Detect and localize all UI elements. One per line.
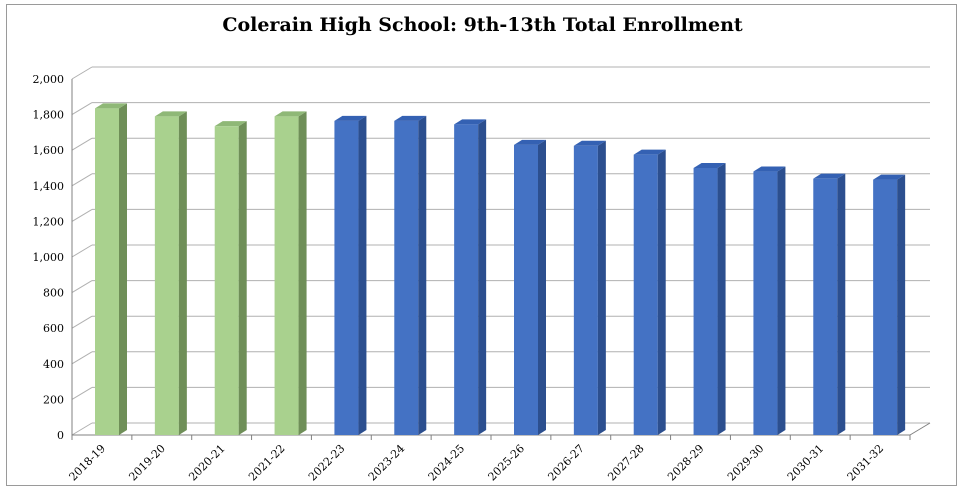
bar-side	[897, 174, 906, 435]
gridline-connector-6	[71, 208, 93, 222]
gridline-connector-5	[71, 244, 93, 258]
bar-front	[454, 124, 479, 435]
bar-top	[394, 115, 427, 121]
y-tick-label-5: 1,000	[33, 251, 65, 264]
bar-side	[597, 140, 606, 435]
bar-top	[154, 111, 187, 117]
x-tick-label-2020-21: 2020-21	[186, 442, 228, 484]
gridline-connector-7	[71, 173, 93, 187]
y-tick-label-0: 0	[57, 429, 64, 442]
bar-front	[95, 108, 119, 436]
gridline-connector-2	[71, 351, 93, 365]
bar-front	[573, 145, 598, 435]
bar-front	[394, 120, 419, 435]
bar-side	[777, 166, 786, 435]
bar-top	[334, 115, 367, 121]
x-tick-label-2030-31: 2030-31	[785, 442, 827, 484]
axes	[71, 79, 931, 440]
bar-top	[214, 121, 247, 127]
bar-front	[154, 116, 179, 435]
bar-2025-26	[514, 139, 546, 436]
bar-top	[873, 174, 906, 180]
x-tick-label-2019-20: 2019-20	[126, 442, 168, 484]
bar-top	[633, 149, 666, 155]
bar-front	[693, 168, 718, 435]
y-tick-label-1: 200	[43, 393, 64, 406]
bar-2031-32	[873, 174, 906, 435]
bar-top	[753, 166, 786, 172]
bar-2020-21	[214, 121, 247, 436]
bar-2026-27	[573, 140, 606, 435]
bar-2021-22	[274, 111, 307, 435]
bar-top	[573, 140, 606, 146]
bar-2023-24	[394, 115, 427, 435]
gridlines	[71, 66, 930, 436]
gridline-connector-8	[71, 137, 93, 151]
bar-top	[274, 111, 307, 117]
bar-side	[657, 149, 666, 435]
bars	[95, 103, 906, 436]
bar-top	[813, 173, 846, 179]
bar-2019-20	[154, 111, 187, 435]
gridline-connector-4	[71, 280, 93, 294]
x-tick-label-2027-28: 2027-28	[605, 442, 647, 484]
y-tick-label-8: 1,600	[33, 144, 65, 157]
bar-front	[753, 171, 778, 435]
bar-2024-25	[454, 119, 487, 435]
x-tick-label-2024-25: 2024-25	[426, 442, 468, 484]
chart-title: Colerain High School: 9th-13th Total Enr…	[222, 14, 743, 36]
bar-front	[514, 144, 538, 436]
y-tick-label-9: 1,800	[33, 109, 65, 122]
y-tick-label-2: 400	[43, 358, 64, 371]
bar-side	[238, 121, 247, 436]
bar-front	[813, 178, 838, 435]
y-tick-label-6: 1,200	[33, 215, 65, 228]
bar-side	[298, 111, 307, 435]
x-tick-label-2018-19: 2018-19	[67, 442, 109, 484]
gridline-connector-9	[71, 102, 93, 116]
y-tick-label-10: 2,000	[33, 73, 65, 86]
bar-2022-23	[334, 115, 367, 435]
bar-front	[274, 116, 299, 435]
bar-side	[178, 111, 187, 435]
bar-side	[358, 115, 367, 435]
gridline-connector-1	[71, 386, 93, 400]
bar-top	[95, 103, 127, 109]
y-tick-label-7: 1,400	[33, 180, 65, 193]
bar-top	[514, 139, 546, 145]
bar-side	[837, 173, 846, 435]
gridline-connector-0	[71, 422, 93, 436]
x-tick-label-2023-24: 2023-24	[366, 442, 408, 484]
y-tick-label-4: 800	[43, 287, 64, 300]
x-tick-label-2029-30: 2029-30	[725, 442, 767, 484]
bar-front	[334, 120, 359, 435]
x-tick-label-2026-27: 2026-27	[545, 442, 587, 484]
bar-2030-31	[813, 173, 846, 435]
bar-side	[418, 115, 427, 435]
gridline-connector-3	[71, 315, 93, 329]
bar-top	[693, 163, 726, 168]
x-axis-depth-line	[909, 422, 931, 436]
x-tick-label-2031-32: 2031-32	[845, 442, 887, 484]
bar-side	[717, 163, 726, 435]
bar-side	[538, 139, 546, 436]
bar-front	[214, 126, 239, 436]
bar-2028-29	[693, 163, 726, 435]
x-tick-label-2021-22: 2021-22	[246, 442, 288, 484]
bar-front	[633, 154, 658, 435]
bar-side	[478, 119, 487, 435]
y-tick-label-3: 600	[43, 322, 64, 335]
x-tick-label-2028-29: 2028-29	[665, 442, 707, 484]
gridline-connector-10	[71, 66, 93, 80]
bar-2027-28	[633, 149, 666, 435]
x-tick-label-2022-23: 2022-23	[306, 442, 348, 484]
x-tick-label-2025-26: 2025-26	[486, 442, 528, 484]
bar-side	[119, 103, 127, 436]
bar-front	[873, 179, 898, 435]
bar-2018-19	[95, 103, 127, 436]
bar-2029-30	[753, 166, 786, 435]
bar-top	[454, 119, 487, 125]
